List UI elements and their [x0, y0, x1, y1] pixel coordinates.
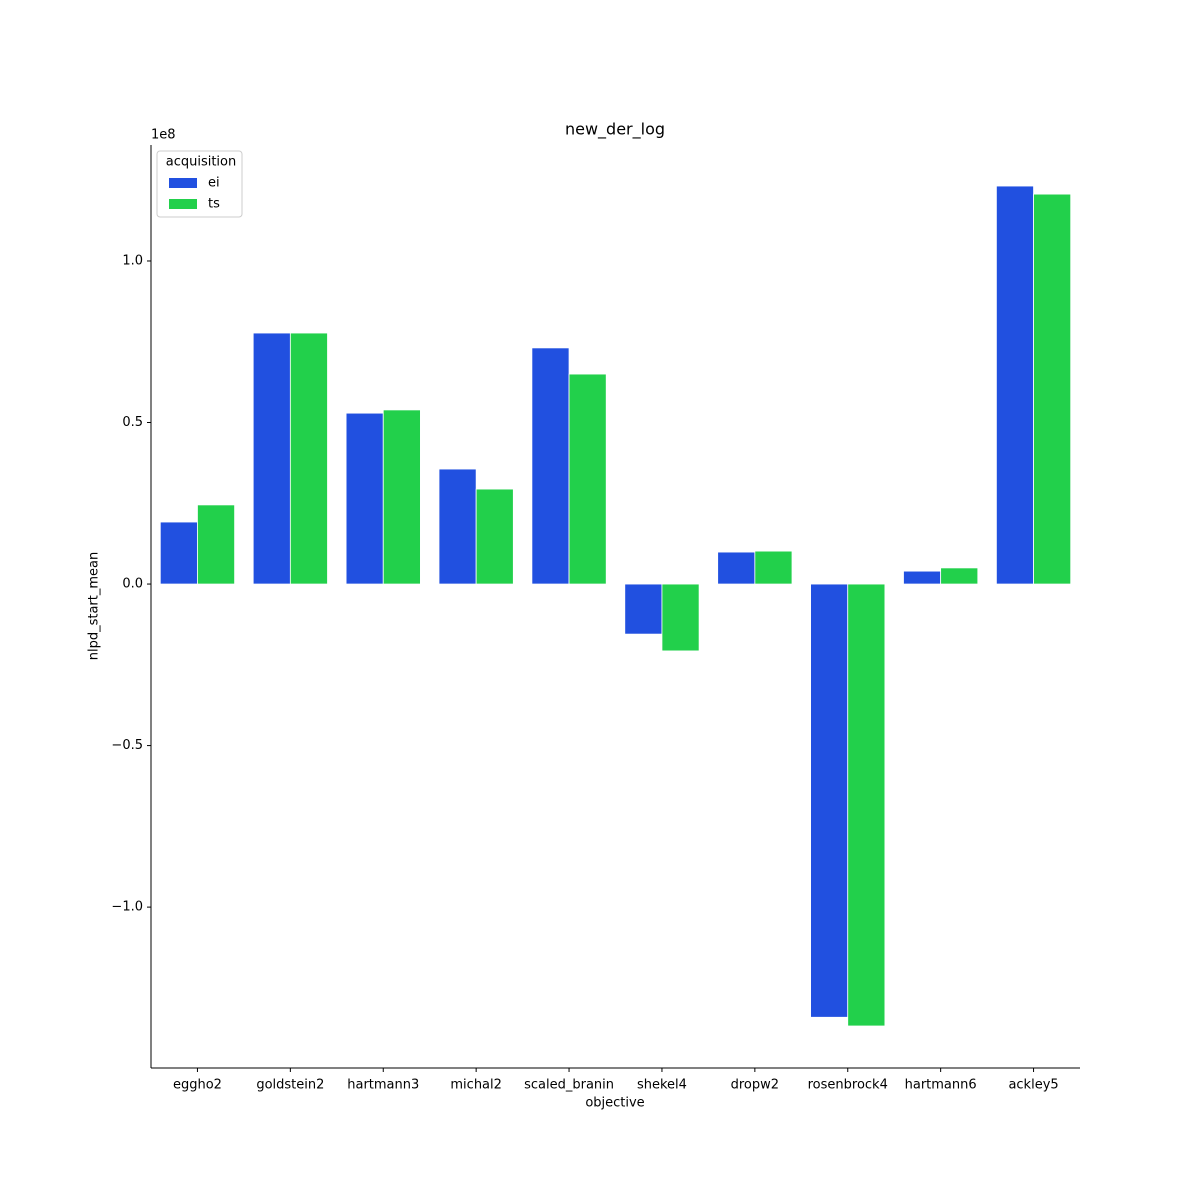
- y-axis-label: nlpd_start_mean: [87, 552, 102, 661]
- bar: [252, 332, 291, 585]
- y-tick-label: −0.5: [111, 738, 143, 753]
- bar: [382, 409, 421, 585]
- bar: [754, 550, 793, 585]
- bar: [159, 521, 198, 585]
- legend-label: ei: [208, 176, 220, 191]
- bar: [624, 583, 663, 635]
- x-tick-label: hartmann6: [905, 1078, 977, 1093]
- y-tick-label: −1.0: [111, 900, 143, 915]
- legend-swatch: [169, 199, 197, 209]
- bar: [940, 567, 979, 585]
- bar: [531, 347, 570, 585]
- x-tick-label: rosenbrock4: [808, 1078, 888, 1093]
- y-tick-label: 0.5: [122, 415, 143, 430]
- x-tick-label: ackley5: [1008, 1078, 1058, 1093]
- x-tick-label: goldstein2: [256, 1078, 324, 1093]
- x-tick-label: eggho2: [173, 1078, 222, 1093]
- x-tick-label: shekel4: [637, 1078, 687, 1093]
- bar: [475, 488, 514, 585]
- legend-title: acquisition: [166, 155, 237, 170]
- legend-label: ts: [208, 197, 220, 212]
- bar: [847, 583, 886, 1027]
- bar: [1033, 193, 1072, 585]
- bar: [197, 504, 236, 585]
- bar: [661, 583, 700, 652]
- bar: [717, 551, 756, 585]
- bar: [995, 185, 1034, 585]
- y-tick-label: 1.0: [122, 253, 143, 268]
- bar: [345, 412, 384, 585]
- x-tick-label: hartmann3: [347, 1078, 419, 1093]
- bar: [289, 332, 328, 585]
- x-axis-label: objective: [585, 1096, 644, 1111]
- x-tick-label: scaled_branin: [524, 1078, 614, 1093]
- bar: [903, 570, 942, 585]
- legend-swatch: [169, 178, 197, 188]
- x-tick-label: michal2: [450, 1078, 502, 1093]
- bar: [438, 468, 477, 585]
- y-offset-label: 1e8: [151, 128, 176, 143]
- bar: [568, 373, 607, 585]
- chart-title: new_der_log: [565, 120, 665, 140]
- y-tick-label: 0.0: [122, 577, 143, 592]
- bar: [810, 583, 849, 1018]
- x-tick-label: dropw2: [731, 1078, 779, 1093]
